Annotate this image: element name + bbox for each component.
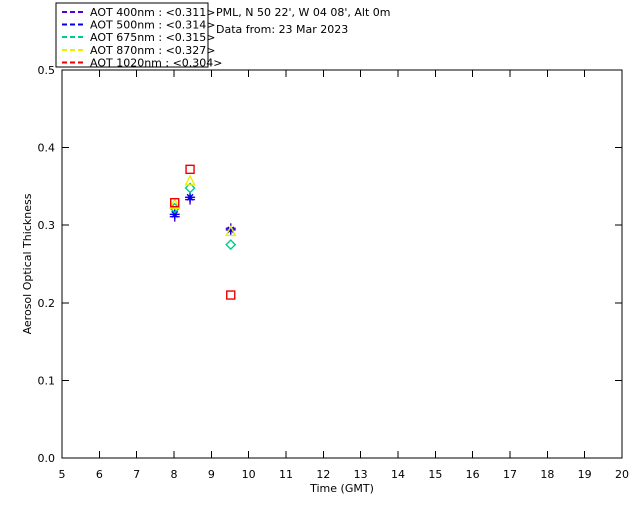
data-point <box>226 290 236 300</box>
x-tick-label: 8 <box>171 468 178 481</box>
data-point <box>184 182 196 194</box>
x-tick-label: 18 <box>540 468 554 481</box>
y-axis-title: Aerosol Optical Thickness <box>21 193 34 334</box>
x-tick-label: 10 <box>242 468 256 481</box>
header-block: PML, N 50 22', W 04 08', Alt 0m Data fro… <box>216 6 390 36</box>
data-point <box>169 209 180 220</box>
axes-border <box>61 69 623 459</box>
series-aot-870nm <box>169 174 237 237</box>
header-date-line: Data from: 23 Mar 2023 <box>216 23 348 36</box>
y-tick-label: 0.3 <box>38 219 56 232</box>
x-tick-label: 9 <box>208 468 215 481</box>
y-tick-label: 0.5 <box>38 64 56 77</box>
data-point <box>169 197 181 209</box>
legend-label: AOT 500nm : <0.314> <box>90 19 216 32</box>
data-point <box>184 174 196 186</box>
x-tick-label: 16 <box>466 468 480 481</box>
x-tick-label: 12 <box>316 468 330 481</box>
legend-label: AOT 400nm : <0.311> <box>90 6 216 19</box>
y-tick-label: 0.0 <box>38 452 56 465</box>
x-axis-ticks: 5 6 7 8 9 10 11 12 13 14 15 16 17 18 19 20 <box>59 70 629 481</box>
data-point <box>185 164 195 175</box>
x-tick-label: 20 <box>615 468 629 481</box>
data-point <box>225 239 237 251</box>
y-axis-ticks: 0.0 0.1 0.2 0.3 0.4 0.5 <box>38 64 622 465</box>
data-point <box>225 224 237 237</box>
x-axis-title: Time (GMT) <box>309 482 374 495</box>
series-aot-500nm <box>169 192 236 235</box>
y-tick-label: 0.1 <box>38 374 56 387</box>
legend-label: AOT 675nm : <0.315> <box>90 31 216 44</box>
header-site-line: PML, N 50 22', W 04 08', Alt 0m <box>216 6 390 19</box>
legend-border <box>55 2 209 68</box>
x-tick-label: 14 <box>391 468 405 481</box>
y-tick-label: 0.4 <box>38 142 56 155</box>
x-tick-label: 7 <box>133 468 140 481</box>
legend-label: AOT 870nm : <0.327> <box>90 44 216 57</box>
x-tick-label: 17 <box>503 468 517 481</box>
x-tick-label: 13 <box>354 468 368 481</box>
legend-items: AOT 400nm : <0.311>AOT 500nm : <0.314>AO… <box>62 6 223 69</box>
x-tick-label: 6 <box>96 468 103 481</box>
data-point <box>185 192 196 203</box>
x-tick-label: 11 <box>279 468 293 481</box>
legend-label: AOT 1020nm : <0.304> <box>90 56 223 69</box>
plot-frame <box>61 69 623 459</box>
y-tick-label: 0.2 <box>38 297 56 310</box>
data-point <box>170 197 180 208</box>
x-tick-label: 15 <box>428 468 442 481</box>
series-aot-675nm <box>169 182 237 251</box>
x-tick-label: 19 <box>578 468 592 481</box>
series-aot-1020nm <box>170 164 236 300</box>
data-markers <box>169 164 237 300</box>
x-tick-label: 5 <box>59 468 66 481</box>
legend: AOT 400nm : <0.311>AOT 500nm : <0.314>AO… <box>55 2 223 69</box>
